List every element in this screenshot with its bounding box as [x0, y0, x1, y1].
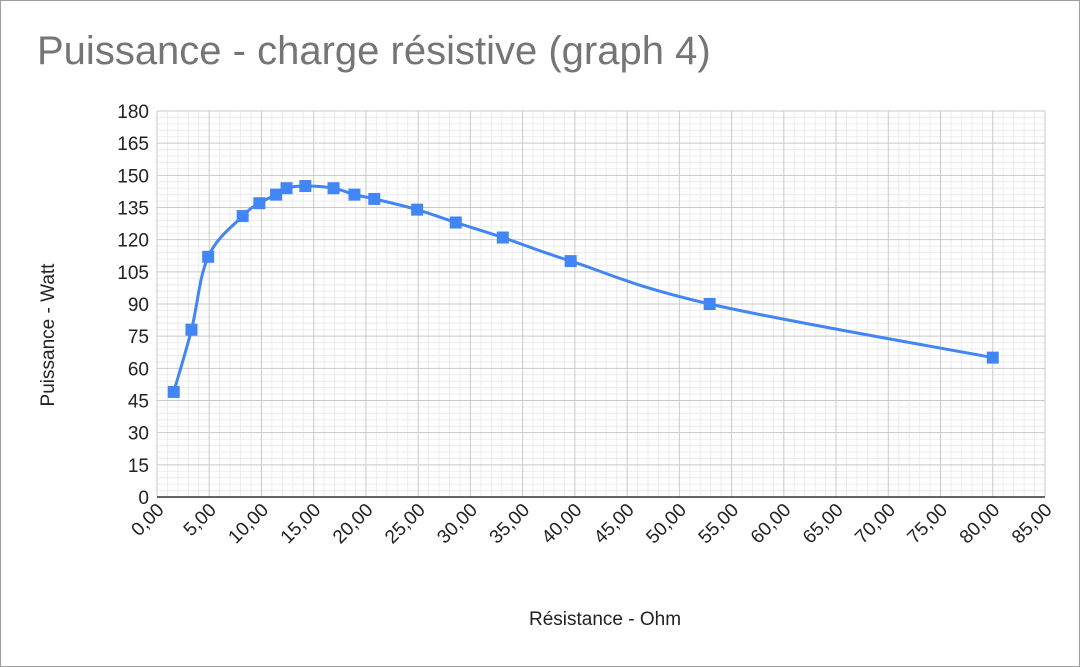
x-tick-label: 80,00: [956, 500, 1004, 548]
y-tick-label: 105: [117, 263, 149, 284]
y-tick-label: 150: [117, 166, 149, 187]
x-tick-label: 75,00: [904, 500, 952, 548]
chart-title: Puissance - charge résistive (graph 4): [37, 29, 711, 73]
data-point-marker: [703, 298, 716, 310]
data-series: [167, 180, 999, 398]
data-point-marker: [167, 385, 180, 398]
data-point-marker: [368, 192, 381, 205]
y-tick-label: 75: [128, 327, 149, 348]
x-tick-label: 25,00: [381, 500, 429, 548]
x-tick-label: 85,00: [1008, 500, 1056, 548]
x-tick-label: 45,00: [590, 500, 638, 548]
y-tick-label: 30: [128, 424, 149, 445]
data-point-marker: [236, 210, 249, 223]
y-axis-title: Puissance - Watt: [38, 263, 59, 407]
x-tick-label: 10,00: [225, 500, 273, 548]
data-point-marker: [299, 180, 312, 193]
x-axis-title: Résistance - Ohm: [529, 609, 681, 630]
y-tick-label: 120: [117, 231, 149, 252]
data-point-marker: [496, 231, 509, 244]
y-tick-label: 135: [117, 199, 149, 220]
x-tick-label: 60,00: [747, 500, 795, 548]
x-tick-label: 20,00: [329, 500, 377, 548]
x-tick-label: 35,00: [486, 500, 534, 548]
x-tick-label: 0,00: [128, 500, 169, 541]
x-tick-label: 30,00: [433, 500, 481, 548]
y-tick-label: 165: [117, 134, 149, 155]
data-point-marker: [411, 203, 424, 216]
series-line: [172, 184, 994, 393]
y-tick-label: 15: [128, 456, 149, 477]
data-point-marker: [986, 351, 999, 364]
y-tick-label: 0: [138, 488, 149, 509]
x-tick-label: 5,00: [180, 500, 221, 541]
data-point-marker: [185, 323, 198, 336]
data-point-marker: [280, 182, 293, 195]
x-tick-label: 50,00: [642, 500, 690, 548]
data-point-marker: [270, 188, 283, 201]
data-point-marker: [348, 188, 361, 201]
y-tick-labels: 0 15 30 45 60 75 90 105 120 135 150 165 180: [117, 102, 149, 509]
data-point-marker: [564, 255, 577, 268]
y-tick-label: 90: [128, 295, 149, 316]
data-point-marker: [327, 182, 340, 195]
x-tick-label: 40,00: [538, 500, 586, 548]
data-point-marker: [253, 197, 266, 210]
x-tick-label: 70,00: [851, 500, 899, 548]
y-tick-label: 45: [128, 392, 149, 413]
x-tick-label: 65,00: [799, 500, 847, 548]
x-tick-labels: 0,00 5,00 10,00 15,00 20,00 25,00 30,00 35,00 40…: [128, 500, 1057, 548]
y-tick-label: 180: [117, 102, 149, 123]
data-point-marker: [449, 216, 462, 229]
y-tick-label: 60: [128, 359, 149, 380]
x-tick-label: 55,00: [695, 500, 743, 548]
x-tick-label: 15,00: [277, 500, 325, 548]
data-point-marker: [202, 250, 215, 263]
